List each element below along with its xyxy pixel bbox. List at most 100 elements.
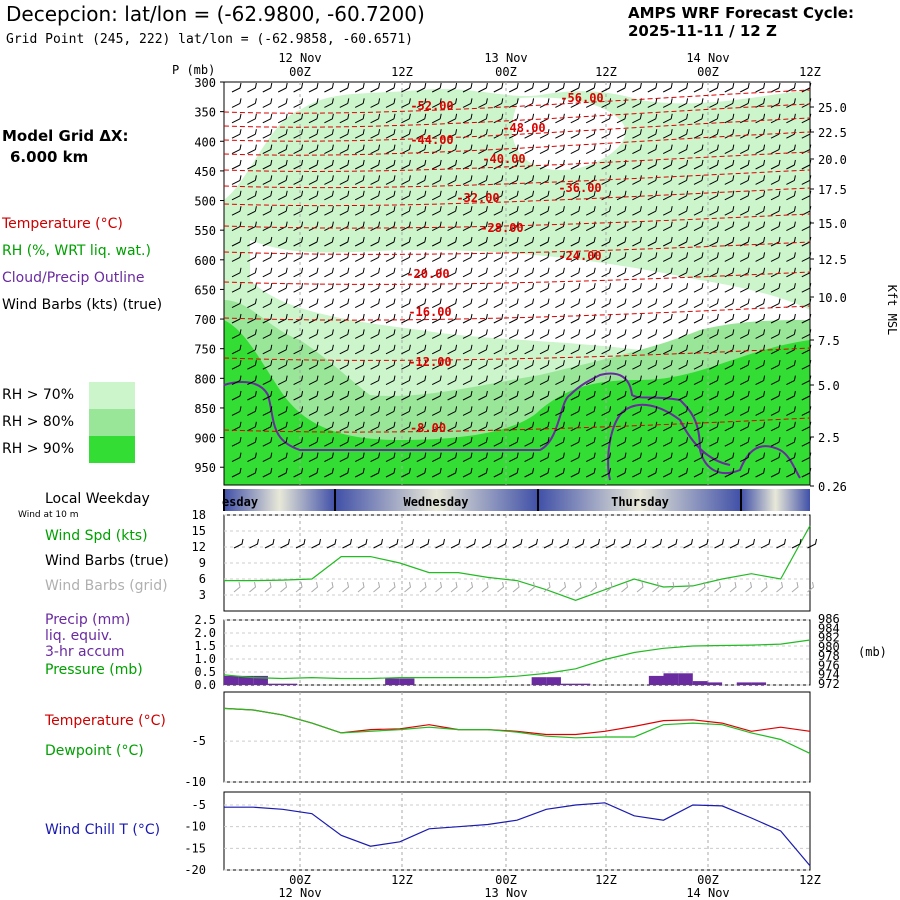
- height-tick-label: 5.0: [818, 379, 840, 393]
- wind-barb: [308, 175, 319, 185]
- wind-barb: [431, 129, 442, 139]
- wind-barb: [262, 175, 273, 185]
- wind-barb: [249, 581, 257, 593]
- wind-barb: [462, 206, 473, 216]
- forecast-cycle-title: AMPS WRF Forecast Cycle:: [628, 4, 854, 22]
- wind-barb: [616, 236, 627, 247]
- wind-barb: [539, 406, 550, 416]
- precip-bar: [267, 683, 283, 685]
- legend-rh: RH (%, WRT liq. wat.): [2, 243, 151, 259]
- wind-barb: [404, 581, 412, 593]
- bottom-date-tick: 14 Nov: [686, 886, 729, 900]
- wind-barb: [693, 437, 704, 447]
- wind-tick-label: 3: [199, 588, 206, 602]
- wind-barb: [481, 581, 489, 593]
- wind-barb: [370, 467, 381, 478]
- wind-barb: [431, 360, 442, 370]
- wind-barb: [401, 298, 411, 309]
- wind-barb: [678, 144, 689, 155]
- wind-barb: [401, 406, 411, 416]
- wind-barb: [616, 329, 627, 339]
- wind-barb: [574, 538, 585, 549]
- wind-barb: [539, 221, 550, 232]
- wind-barb: [570, 144, 581, 155]
- rh90-area: [224, 320, 810, 485]
- wind-barb: [724, 437, 735, 447]
- wind-barb: [755, 267, 766, 278]
- wind-barb: [324, 298, 334, 309]
- wind-barb: [647, 406, 658, 416]
- wind-barb: [324, 283, 334, 293]
- wind-barb: [524, 344, 535, 355]
- wind-barb: [570, 236, 581, 247]
- wind-barb: [262, 452, 273, 463]
- wind-barb: [770, 190, 781, 201]
- wind-barb: [416, 113, 427, 124]
- wind-barb: [308, 159, 319, 170]
- wind-barb: [493, 452, 504, 463]
- wind-barb: [324, 144, 334, 155]
- wind-barb: [512, 538, 523, 549]
- contour-label: -12.00: [408, 355, 451, 369]
- wind-barb: [539, 252, 550, 262]
- wind-barb: [539, 344, 550, 355]
- wind-barb: [508, 175, 519, 185]
- wind-barb: [770, 375, 781, 386]
- wind-barb: [616, 390, 627, 401]
- wind-barb: [570, 113, 581, 124]
- wind-barb: [401, 98, 411, 108]
- wind-barb: [524, 190, 535, 201]
- wind-barb: [786, 283, 796, 293]
- wind-barb: [693, 421, 704, 432]
- wind-barb: [478, 437, 488, 447]
- wind-barb: [709, 113, 719, 124]
- pressure-tick-label: 450: [194, 165, 216, 179]
- wind-barb: [786, 437, 796, 447]
- wind-barb: [662, 437, 673, 447]
- wind-barb: [308, 252, 319, 262]
- wind-barb: [770, 159, 781, 170]
- precip-tick-label: 0.0: [194, 678, 216, 692]
- wind-barb: [385, 329, 396, 339]
- wind-barb: [709, 98, 719, 108]
- wind-barb: [247, 159, 257, 170]
- wind-barb: [462, 221, 473, 232]
- wind-barb: [632, 252, 642, 262]
- wind-barb: [601, 390, 612, 401]
- wind-barb: [247, 406, 257, 416]
- wind-barb: [601, 236, 612, 247]
- wind-barb: [570, 390, 581, 401]
- wind-barb: [339, 175, 350, 185]
- wind-barb: [462, 406, 473, 416]
- wind-barb: [447, 344, 458, 355]
- wind-barb: [616, 206, 627, 216]
- wind-barb: [416, 267, 427, 278]
- wind-barb: [277, 206, 288, 216]
- wind-barb: [450, 581, 458, 593]
- wind-barb: [755, 252, 766, 262]
- wind-barb: [308, 144, 319, 155]
- wind-barb: [339, 298, 350, 309]
- temperature-contour: [223, 103, 811, 128]
- wind-barb: [539, 360, 550, 370]
- wind-barb: [632, 82, 642, 93]
- temperature-contour: [223, 151, 811, 172]
- wind-barb: [293, 390, 304, 401]
- wind-barb: [539, 267, 550, 278]
- wind-barb: [678, 267, 689, 278]
- wind-barb: [662, 329, 673, 339]
- wind-barb: [308, 190, 319, 201]
- wind-barb: [632, 437, 642, 447]
- dewpoint-line: [223, 707, 811, 754]
- wind-barb: [755, 98, 766, 108]
- wind-barb: [401, 437, 411, 447]
- wind-barb: [585, 267, 596, 278]
- wind-barb: [724, 375, 735, 386]
- wind-barb: [524, 206, 535, 216]
- weekday-name: Thursday: [611, 495, 669, 509]
- windchill-tick-label: -15: [184, 841, 206, 855]
- wind-barb: [585, 175, 596, 185]
- wind-barb: [231, 206, 242, 216]
- wind-barb: [709, 421, 719, 432]
- wind-barb: [339, 344, 350, 355]
